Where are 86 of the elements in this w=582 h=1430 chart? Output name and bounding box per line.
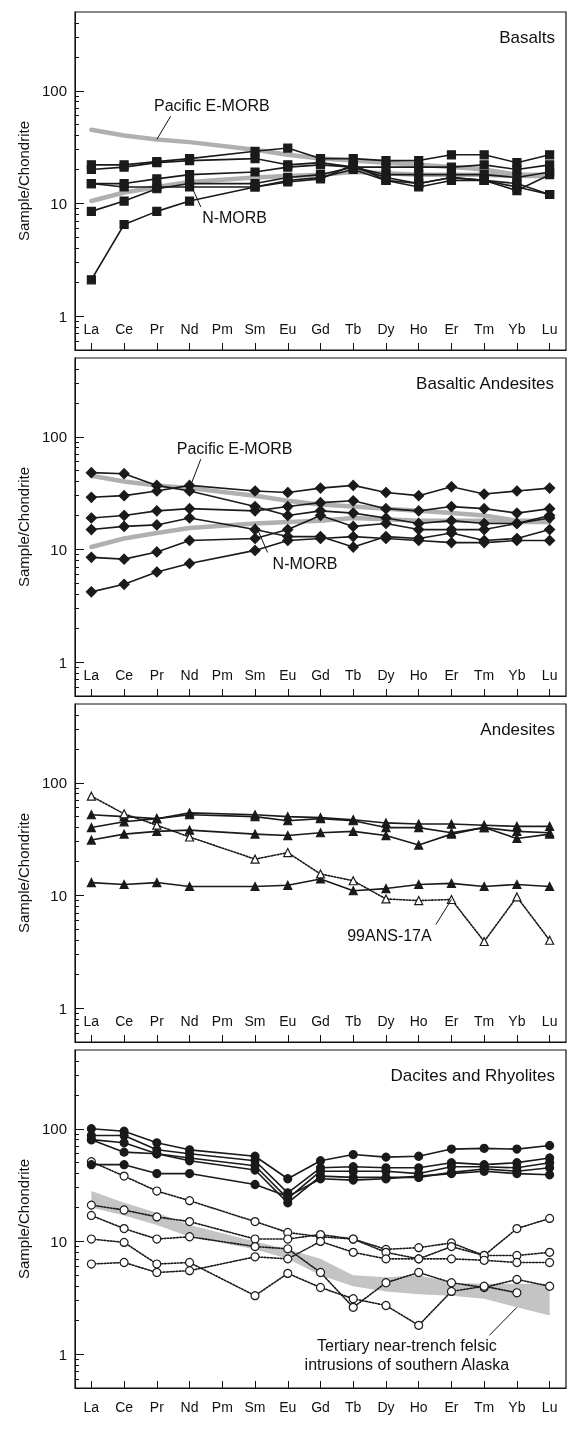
x-tick-label: Ho [409, 1013, 428, 1029]
x-tick-label: Ce [115, 667, 134, 683]
y-tick-label: 1 [58, 653, 67, 671]
x-tick-label: Tb [345, 321, 362, 337]
x-tick-label: Gd [311, 1013, 330, 1029]
x-tick-label: Lu [541, 1013, 558, 1029]
y-tick-label: 100 [41, 82, 67, 100]
x-tick-label: Nd [180, 321, 199, 337]
x-tick-label: La [83, 321, 100, 337]
y-tick-label: 1 [58, 1345, 67, 1363]
y-axis-title: Sample/Chondrite [15, 812, 32, 934]
x-tick-label: Pm [211, 321, 233, 337]
annotation: 99ANS-17A [347, 927, 432, 944]
text: Dacites and Rhyolites [390, 1066, 556, 1085]
x-tick-label: Nd [180, 667, 199, 683]
x-tick-label: Ce [115, 1013, 134, 1029]
y-tick-label: 1 [58, 999, 67, 1017]
x-tick-label: Sm [244, 1013, 266, 1029]
x-tick-label: Ce [115, 321, 134, 337]
x-tick-label: Dy [377, 667, 395, 683]
text: Basaltic Andesites [416, 374, 555, 393]
x-tick-label: Tm [474, 1399, 495, 1415]
x-tick-label: Er [444, 1013, 459, 1029]
y-tick-label: 1 [58, 307, 67, 325]
y-axis-title: Sample/Chondrite [15, 120, 32, 242]
x-tick-label: Sm [244, 667, 266, 683]
x-tick-label: Pr [149, 1399, 165, 1415]
x-tick-label: Er [444, 667, 459, 683]
x-tick-label: Lu [541, 667, 558, 683]
x-tick-label: Lu [541, 321, 558, 337]
x-tick-label: Pr [149, 1013, 165, 1029]
x-tick-label: Ho [409, 1399, 428, 1415]
x-tick-label: Nd [180, 1013, 199, 1029]
annotation: Pacific E-MORB [154, 96, 270, 114]
x-tick-label: Eu [279, 667, 297, 683]
y-axis-title: Sample/Chondrite [15, 1158, 32, 1280]
x-tick-label: Yb [508, 321, 526, 337]
y-tick-label: 10 [50, 540, 67, 558]
x-tick-label: Tm [474, 321, 495, 337]
x-tick-label: Dy [377, 1013, 395, 1029]
x-tick-label: Ho [409, 321, 428, 337]
x-tick-label: Tm [474, 1013, 495, 1029]
x-tick-label: Sm [244, 1399, 266, 1415]
x-tick-label: Pr [149, 321, 165, 337]
y-tick-label: 10 [50, 194, 67, 212]
annotation: Tertiary near-trench felsic intrusions of southern Alaska [304, 1337, 510, 1374]
x-tick-label: Gd [311, 321, 330, 337]
y-axis-title: Sample/Chondrite [15, 466, 32, 588]
x-tick-label: Ho [409, 667, 428, 683]
x-tick-label: Gd [311, 667, 330, 683]
x-tick-label: Pr [149, 667, 165, 683]
x-tick-label: Eu [279, 321, 297, 337]
x-tick-label: Dy [377, 1399, 395, 1415]
x-tick-label: Tm [474, 667, 495, 683]
x-tick-label: Gd [311, 1399, 330, 1415]
x-tick-label: Tb [345, 1013, 362, 1029]
y-tick-label: 100 [41, 1120, 67, 1138]
x-tick-label: Yb [508, 1399, 526, 1415]
x-tick-label: Dy [377, 321, 395, 337]
x-tick-label: Ce [115, 1399, 134, 1415]
y-tick-label: 10 [50, 1232, 67, 1250]
x-tick-label: Sm [244, 321, 266, 337]
x-tick-label: Nd [180, 1399, 199, 1415]
annotation: N-MORB [202, 209, 268, 227]
y-tick-label: 10 [50, 886, 67, 904]
x-tick-label: Pm [211, 1013, 233, 1029]
y-tick-label: 100 [41, 774, 67, 792]
text: Basalts [499, 28, 555, 47]
annotation: Pacific E-MORB [176, 439, 293, 457]
y-tick-label: 100 [41, 428, 67, 446]
x-tick-label: Er [444, 1399, 459, 1415]
x-tick-label: Eu [279, 1399, 297, 1415]
x-tick-label: Tb [345, 1399, 362, 1415]
x-tick-label: Eu [279, 1013, 297, 1029]
x-tick-label: Pm [211, 1399, 233, 1415]
annotation: N-MORB [272, 554, 338, 572]
x-tick-label: La [83, 1399, 100, 1415]
x-tick-label: Yb [508, 667, 526, 683]
x-tick-label: La [83, 1013, 100, 1029]
x-tick-label: Tb [345, 667, 362, 683]
x-tick-label: Yb [508, 1013, 526, 1029]
text: Andesites [480, 720, 556, 739]
x-tick-label: Lu [541, 1399, 558, 1415]
x-tick-label: Pm [211, 667, 233, 683]
x-tick-label: La [83, 667, 100, 683]
x-tick-label: Er [444, 321, 459, 337]
